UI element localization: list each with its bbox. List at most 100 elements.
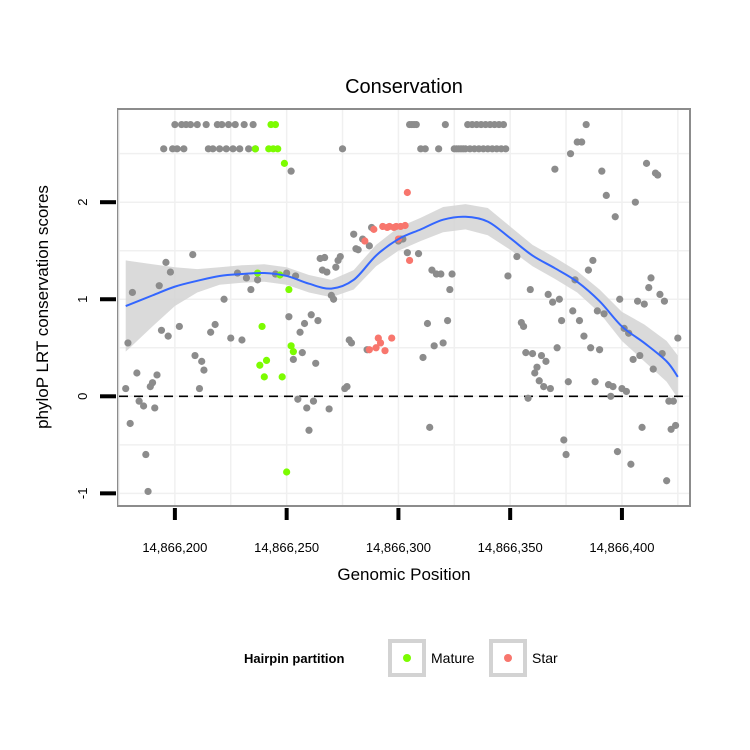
point-other	[593, 307, 601, 315]
point-other	[157, 326, 166, 334]
chart-title: Conservation	[345, 76, 463, 98]
point-other	[224, 120, 233, 129]
point-other	[162, 258, 170, 266]
point-other	[622, 387, 631, 396]
point-other	[126, 419, 134, 428]
point-star	[401, 221, 409, 230]
point-other	[647, 274, 655, 282]
point-other	[240, 120, 248, 129]
point-other	[654, 171, 662, 179]
point-other	[229, 145, 237, 153]
legend-item-star: Star	[489, 639, 558, 677]
point-other	[578, 138, 586, 146]
point-other	[448, 270, 456, 278]
x-tick-label: 14,866,200	[142, 540, 207, 555]
point-other	[513, 252, 521, 261]
point-other	[215, 145, 224, 153]
point-other	[544, 290, 552, 298]
point-other	[350, 230, 358, 238]
y-axis-ticks: -1 0 1 2	[75, 199, 116, 500]
point-other	[202, 120, 210, 129]
point-other	[231, 120, 239, 129]
point-other	[303, 404, 311, 412]
point-other	[151, 404, 159, 412]
point-other	[124, 339, 132, 347]
point-other	[591, 378, 599, 386]
point-other	[562, 450, 570, 459]
point-other	[323, 268, 331, 276]
point-other	[142, 450, 150, 459]
smooth-curve	[125, 215, 679, 378]
point-star	[365, 346, 373, 354]
x-axis-ticks: 14,866,200 14,866,250 14,866,300 14,866,350…	[142, 508, 654, 555]
point-other	[499, 120, 508, 129]
legend-swatch-star	[504, 654, 512, 662]
point-other	[580, 332, 588, 340]
point-other	[148, 379, 157, 387]
point-other	[542, 357, 550, 365]
point-other	[403, 249, 411, 257]
point-other	[642, 159, 651, 167]
y-tick-label: -1	[75, 488, 90, 500]
point-other	[587, 344, 595, 352]
point-other	[285, 313, 293, 321]
point-other	[180, 145, 188, 153]
point-mature	[283, 468, 291, 476]
point-other	[674, 334, 682, 342]
point-other	[528, 349, 537, 358]
point-other	[629, 355, 637, 364]
point-other	[218, 120, 226, 129]
point-other	[636, 351, 644, 360]
confidence-band	[125, 204, 678, 399]
y-tick-label: 0	[75, 393, 90, 400]
point-other	[220, 295, 228, 303]
point-other	[584, 266, 593, 274]
point-other	[245, 145, 253, 153]
point-other	[671, 421, 680, 430]
point-other	[663, 477, 671, 485]
point-other	[128, 288, 137, 297]
point-other	[613, 448, 622, 456]
legend-swatch-mature	[403, 654, 411, 662]
point-mature	[274, 145, 282, 153]
point-other	[566, 150, 575, 158]
point-other	[164, 332, 172, 340]
point-other	[175, 322, 183, 331]
point-star	[370, 225, 378, 233]
point-other	[287, 167, 295, 175]
point-mature	[258, 322, 266, 331]
x-tick-label: 14,866,350	[478, 540, 543, 555]
legend-item-mature: Mature	[388, 639, 475, 677]
point-mature	[280, 159, 289, 167]
legend-label-mature: Mature	[431, 650, 475, 666]
point-other	[195, 384, 204, 393]
point-other	[582, 120, 590, 129]
point-other	[186, 120, 195, 129]
point-other	[640, 300, 648, 308]
smooth-line	[125, 215, 679, 378]
point-other	[569, 307, 577, 315]
point-other	[553, 344, 561, 352]
point-other	[166, 268, 175, 276]
point-other	[200, 366, 208, 374]
point-other	[289, 355, 297, 364]
point-other	[575, 317, 584, 325]
point-other	[589, 256, 597, 265]
point-other	[600, 310, 608, 318]
point-other	[649, 365, 657, 373]
point-other	[560, 436, 568, 444]
point-other	[430, 342, 438, 350]
point-other	[314, 317, 322, 325]
point-other	[338, 145, 347, 153]
point-other	[607, 392, 615, 400]
point-other	[298, 349, 306, 357]
point-other	[531, 369, 539, 377]
point-other	[305, 426, 313, 434]
point-other	[207, 328, 215, 336]
point-other	[300, 319, 309, 328]
point-other	[135, 397, 143, 405]
point-other	[504, 272, 512, 280]
point-other	[133, 369, 141, 377]
x-axis-title: Genomic Position	[337, 565, 470, 584]
point-other	[189, 251, 197, 259]
